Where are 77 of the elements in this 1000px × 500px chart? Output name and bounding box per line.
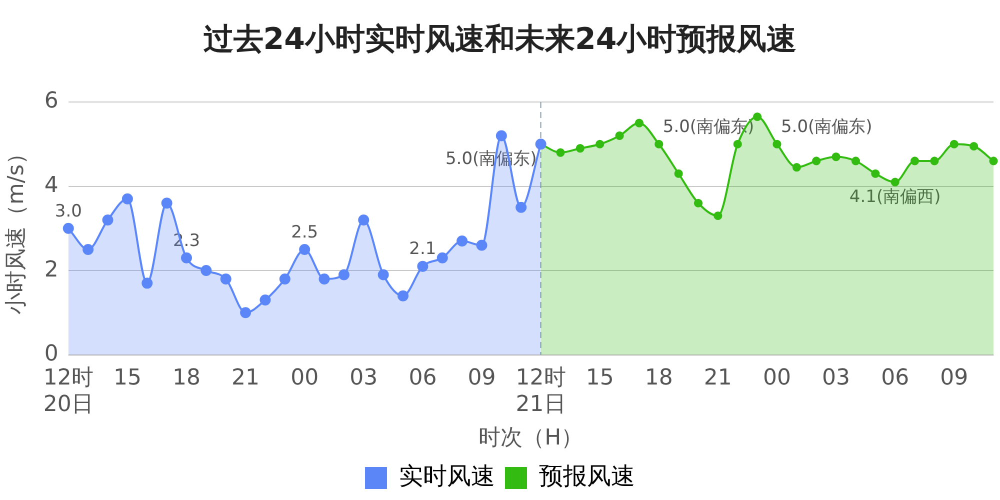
point xyxy=(240,307,252,318)
x-tick-label: 15 xyxy=(586,366,614,391)
point xyxy=(871,169,880,178)
x-tick-label: 12时 21日 xyxy=(516,366,566,418)
x-tick-label: 00 xyxy=(762,366,791,391)
point xyxy=(180,252,192,264)
point xyxy=(476,240,488,251)
point xyxy=(82,244,94,255)
point xyxy=(950,140,958,148)
point xyxy=(694,198,703,208)
point xyxy=(556,148,565,157)
x-tick-label: 09 xyxy=(468,366,496,391)
point xyxy=(142,278,153,289)
point xyxy=(62,222,74,234)
point xyxy=(812,156,821,166)
point xyxy=(102,214,114,226)
point xyxy=(989,156,998,166)
point xyxy=(496,130,507,142)
point xyxy=(910,156,920,166)
y-tick-label: 6 xyxy=(44,88,58,114)
data-label: 2.1 xyxy=(409,239,436,260)
point xyxy=(851,156,860,166)
x-tick-label: 15 xyxy=(113,366,142,391)
point xyxy=(456,236,468,247)
point xyxy=(832,152,840,162)
point xyxy=(378,269,389,280)
point xyxy=(792,163,801,172)
point xyxy=(318,273,330,284)
legend-label: 预报风速 xyxy=(539,462,635,490)
y-tick-label: 2 xyxy=(44,257,58,282)
point xyxy=(279,273,290,284)
point xyxy=(200,265,212,276)
point xyxy=(122,193,133,204)
chart-title: 过去24小时实时风速和未来24小时预报风速 xyxy=(202,21,798,59)
point xyxy=(161,198,172,209)
x-tick-label: 18 xyxy=(644,366,673,391)
x-tick-label: 06 xyxy=(881,366,910,391)
x-axis-title: 时次（H） xyxy=(478,426,584,451)
point xyxy=(930,156,939,166)
x-tick-label: 21 xyxy=(704,366,732,391)
data-label: 2.5 xyxy=(291,222,318,242)
point xyxy=(753,112,762,122)
point xyxy=(417,260,428,272)
point xyxy=(338,269,350,280)
x-tick-label: 03 xyxy=(350,366,378,391)
point xyxy=(714,211,722,220)
point xyxy=(970,142,978,151)
point xyxy=(634,118,644,128)
point xyxy=(772,140,782,148)
point xyxy=(596,140,604,148)
y-axis-title: 小时风速（m/s） xyxy=(4,142,29,315)
point xyxy=(516,202,527,213)
point xyxy=(436,252,448,264)
x-tick-label: 00 xyxy=(290,366,319,391)
point xyxy=(890,178,900,186)
point xyxy=(260,294,271,306)
x-tick-label: 18 xyxy=(172,366,200,391)
x-tick-label: 21 xyxy=(232,366,260,391)
data-label: 5.0(南偏东) xyxy=(780,117,872,138)
data-label: 3.0 xyxy=(54,201,82,222)
point xyxy=(733,140,742,148)
legend-label: 实时风速 xyxy=(399,462,495,490)
point xyxy=(674,169,683,178)
point xyxy=(398,290,409,302)
point xyxy=(576,144,584,153)
point xyxy=(220,273,232,284)
point xyxy=(615,131,624,140)
x-tick-label: 09 xyxy=(940,366,968,391)
x-tick-label: 03 xyxy=(822,366,850,391)
x-tick-label: 12时 20日 xyxy=(43,366,94,418)
data-label: 4.1(南偏西) xyxy=(849,186,941,207)
point xyxy=(299,244,310,255)
y-tick-label: 4 xyxy=(44,172,58,198)
y-tick-label: 0 xyxy=(44,342,58,367)
x-tick-label: 06 xyxy=(408,366,437,391)
point xyxy=(654,140,664,148)
point xyxy=(358,214,370,226)
